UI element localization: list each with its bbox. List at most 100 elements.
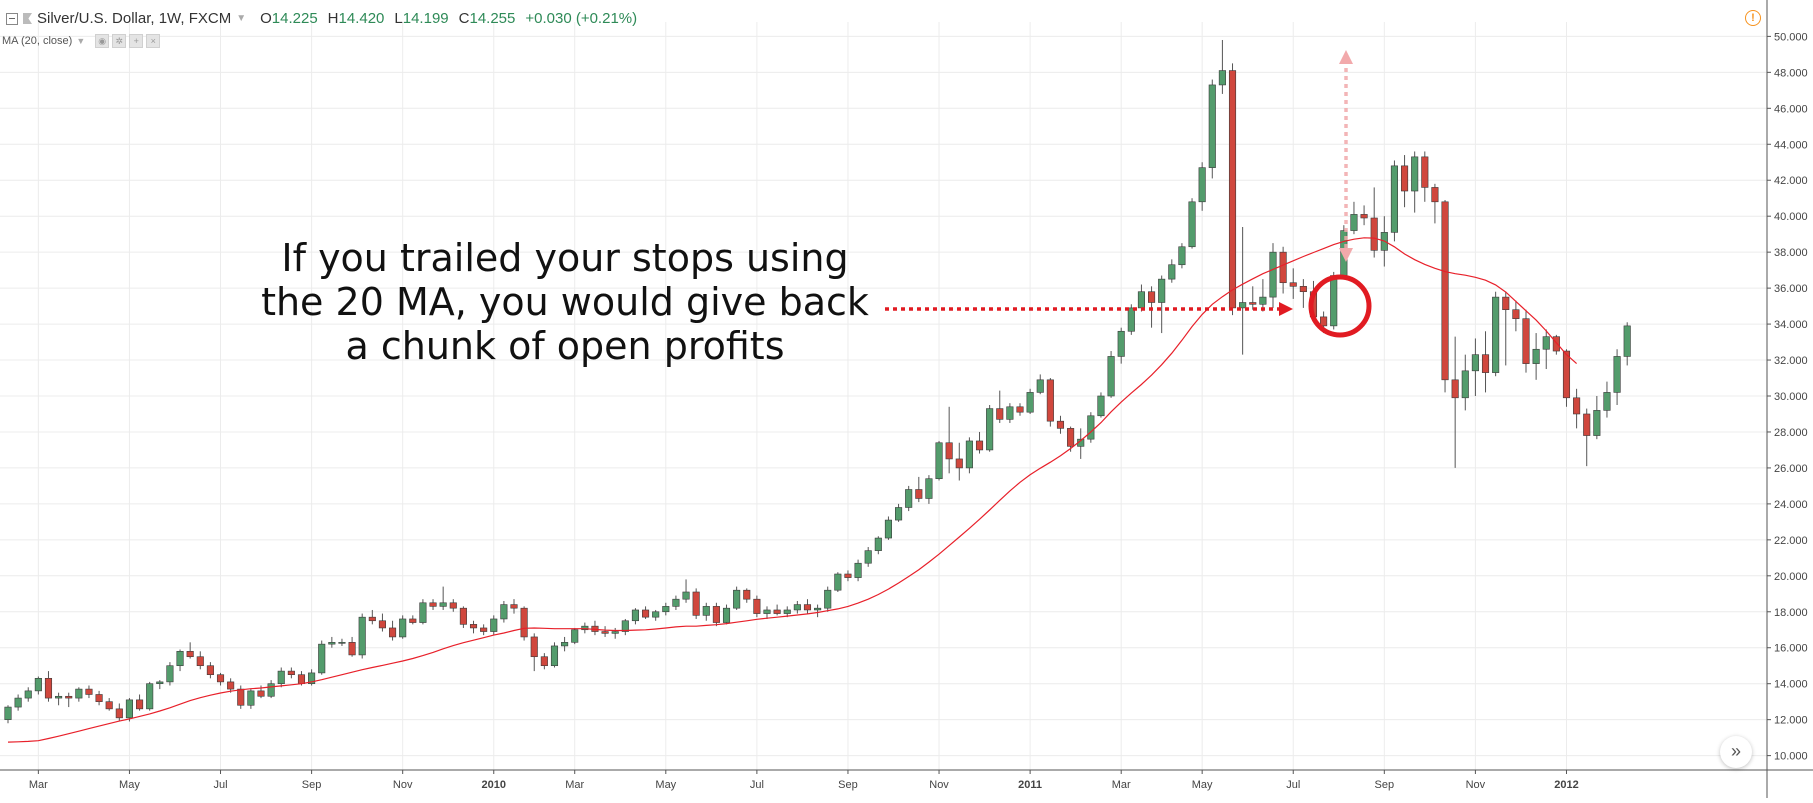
indicator-legend: MA (20, close) ▼ ◉ ✲ + ×: [2, 34, 163, 48]
candle: [1188, 198, 1196, 249]
candle: [34, 676, 42, 695]
candle-body: [1158, 278, 1166, 303]
x-tick-label: Nov: [929, 779, 949, 791]
candle: [95, 690, 103, 706]
candle: [1006, 403, 1014, 423]
x-tick-label: 2010: [482, 779, 506, 791]
candle-body: [864, 550, 872, 564]
candle: [75, 687, 83, 702]
candle: [854, 559, 862, 582]
plus-icon[interactable]: +: [129, 34, 144, 48]
candle: [824, 586, 832, 612]
candle-body: [378, 620, 386, 629]
chart-header: Silver/U.S. Dollar, 1W, FXCM ▼ O14.225 H…: [0, 0, 1813, 48]
candle-body: [884, 519, 892, 539]
x-tick-label: Mar: [29, 779, 48, 791]
y-tick-label: 30.000: [1774, 391, 1808, 403]
candle: [389, 620, 397, 641]
candle-body: [1046, 379, 1054, 422]
candle-body: [1492, 296, 1500, 373]
x-tick-label: Sep: [838, 779, 858, 791]
candle-body: [581, 625, 589, 631]
candle: [1603, 381, 1611, 418]
candle: [1370, 187, 1378, 258]
candle-body: [1087, 415, 1095, 440]
y-tick-label: 50.000: [1774, 31, 1808, 43]
candle-body: [1218, 70, 1226, 86]
candle-body: [915, 489, 923, 499]
y-tick-label: 24.000: [1774, 499, 1808, 511]
warning-icon[interactable]: !: [1745, 10, 1761, 26]
flag-icon: [23, 13, 32, 24]
eye-icon[interactable]: ◉: [95, 34, 110, 48]
candle-body: [459, 607, 467, 625]
candle-body: [4, 706, 12, 720]
candle: [1421, 151, 1429, 202]
symbol-title: Silver/U.S. Dollar, 1W, FXCM: [37, 10, 232, 27]
x-tick-label: Nov: [393, 779, 413, 791]
y-tick-label: 28.000: [1774, 427, 1808, 439]
low-value: L14.199: [394, 10, 449, 27]
candle: [1239, 226, 1247, 355]
candle: [85, 685, 93, 699]
candle-body: [692, 591, 700, 616]
candle: [773, 604, 781, 616]
candle: [156, 680, 164, 690]
candle: [814, 604, 822, 618]
candle-body: [490, 618, 498, 632]
candle-body: [358, 616, 366, 656]
candle-body: [105, 701, 113, 710]
candle-body: [1411, 156, 1419, 192]
candle-body: [1117, 330, 1125, 357]
candle: [996, 390, 1004, 423]
candle-body: [297, 674, 306, 684]
close-icon[interactable]: ×: [146, 34, 161, 48]
candle: [1087, 412, 1095, 443]
candle: [459, 606, 467, 628]
candle-body: [793, 604, 801, 611]
candle: [783, 606, 791, 618]
candle-body: [257, 690, 265, 697]
candle-body: [1593, 410, 1601, 436]
candle-body: [773, 609, 781, 614]
candle-body: [277, 670, 285, 684]
candle: [125, 698, 133, 722]
candle: [267, 680, 275, 699]
candle-body: [34, 677, 42, 692]
candle: [702, 602, 710, 621]
candle: [419, 599, 427, 625]
candle-body: [854, 562, 862, 578]
candle: [500, 600, 508, 623]
candle-body: [1279, 251, 1287, 284]
gear-icon[interactable]: ✲: [112, 34, 127, 48]
y-tick-label: 26.000: [1774, 463, 1808, 475]
indicator-chevron-down-icon[interactable]: ▼: [76, 36, 86, 46]
candle: [1401, 155, 1409, 208]
y-tick-label: 42.000: [1774, 175, 1808, 187]
candle-body: [1330, 275, 1338, 327]
candle: [378, 613, 386, 632]
grid-lines: [0, 22, 1767, 770]
candle: [975, 431, 984, 454]
candle: [216, 672, 225, 686]
candle-body: [712, 606, 720, 623]
candle: [1532, 333, 1540, 380]
candle: [1178, 243, 1186, 269]
candle-body: [1603, 392, 1611, 411]
candle: [1613, 349, 1621, 405]
candle-body: [237, 688, 245, 706]
double-chevron-right-icon[interactable]: »: [1720, 736, 1752, 768]
candle: [439, 586, 447, 610]
candle-body: [1441, 201, 1449, 381]
y-tick-label: 16.000: [1774, 643, 1808, 655]
candle-body: [1390, 165, 1398, 233]
candle-body: [1188, 201, 1196, 248]
candle: [318, 640, 326, 675]
candle: [895, 503, 903, 522]
candle-body: [480, 627, 488, 632]
chevron-down-icon[interactable]: ▼: [236, 13, 247, 24]
collapse-toggle-icon[interactable]: [6, 12, 18, 25]
y-tick-label: 10.000: [1774, 751, 1808, 763]
